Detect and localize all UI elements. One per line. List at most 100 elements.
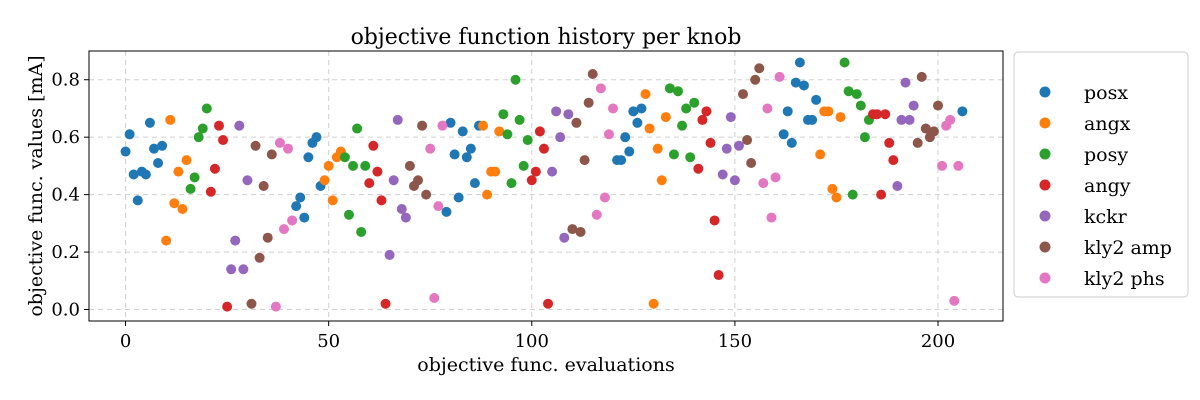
- data-point: [827, 183, 838, 194]
- data-point: [291, 201, 302, 212]
- data-point: [790, 77, 801, 88]
- data-point: [583, 97, 594, 108]
- data-point: [498, 109, 509, 120]
- data-point: [461, 152, 472, 163]
- data-point: [766, 212, 777, 223]
- legend-label: kly2 phs: [1084, 268, 1165, 290]
- data-point: [851, 89, 862, 100]
- data-point: [250, 140, 261, 151]
- data-point: [478, 120, 489, 131]
- y-tick-label: 0.4: [51, 185, 80, 206]
- data-point: [847, 189, 858, 200]
- data-point: [388, 175, 399, 186]
- data-point: [457, 126, 468, 137]
- y-tick-label: 0.2: [51, 242, 80, 263]
- data-point: [591, 209, 602, 220]
- data-point: [417, 120, 428, 131]
- data-point: [624, 146, 635, 157]
- data-point: [563, 109, 574, 120]
- data-point: [644, 123, 655, 134]
- series-kly2-phs: [270, 71, 964, 312]
- data-point: [132, 195, 143, 206]
- data-point: [266, 149, 277, 160]
- data-point: [319, 175, 330, 186]
- data-point: [778, 129, 789, 140]
- data-point: [482, 189, 493, 200]
- data-point: [165, 114, 176, 125]
- data-point: [884, 137, 895, 148]
- data-point: [668, 149, 679, 160]
- data-point: [287, 215, 298, 226]
- x-tick-label: 50: [317, 331, 340, 352]
- data-point: [733, 140, 744, 151]
- data-point: [835, 112, 846, 123]
- data-point: [238, 264, 249, 275]
- data-point: [433, 201, 444, 212]
- data-point: [530, 166, 541, 177]
- data-point: [603, 129, 614, 140]
- data-point: [534, 126, 545, 137]
- data-point: [656, 175, 667, 186]
- data-point: [209, 163, 220, 174]
- data-point: [283, 143, 294, 154]
- data-point: [404, 160, 415, 171]
- data-point: [859, 132, 870, 143]
- legend-box: [1013, 51, 1189, 298]
- data-point: [608, 103, 619, 114]
- data-point: [234, 120, 245, 131]
- legend-label: angy: [1084, 175, 1131, 197]
- data-point: [222, 301, 233, 312]
- x-tick-label: 100: [515, 331, 549, 352]
- legend-marker: [1039, 86, 1051, 98]
- data-point: [323, 160, 334, 171]
- data-point: [815, 149, 826, 160]
- data-point: [595, 83, 606, 94]
- data-point: [120, 146, 131, 157]
- data-point: [201, 103, 212, 114]
- data-point: [709, 215, 720, 226]
- data-point: [632, 117, 643, 128]
- x-tick-label: 0: [120, 331, 131, 352]
- data-point: [762, 103, 773, 114]
- data-point: [185, 183, 196, 194]
- axis-ticks: 0 50 100 150 200 0.0 0.2 0.4 0.6 0.8: [51, 70, 955, 352]
- data-point: [148, 143, 159, 154]
- data-point: [547, 166, 558, 177]
- data-point: [945, 114, 956, 125]
- data-point: [169, 198, 180, 209]
- data-point: [140, 169, 151, 180]
- data-point: [616, 155, 627, 166]
- data-point: [880, 109, 891, 120]
- data-point: [660, 112, 671, 123]
- data-point: [701, 106, 712, 117]
- data-point: [933, 100, 944, 111]
- data-point: [205, 186, 216, 197]
- y-tick-label: 0.0: [51, 300, 80, 321]
- data-point: [551, 106, 562, 117]
- data-point: [274, 137, 285, 148]
- data-point: [490, 166, 501, 177]
- data-point: [181, 155, 192, 166]
- series-kly2-amp: [246, 63, 944, 309]
- data-point: [758, 178, 769, 189]
- data-point: [518, 160, 529, 171]
- plot-frame: [88, 50, 1004, 322]
- data-point: [648, 298, 659, 309]
- series-angy: [205, 106, 899, 312]
- data-point: [571, 117, 582, 128]
- data-point: [928, 126, 939, 137]
- legend-label: kckr: [1084, 206, 1128, 228]
- data-point: [522, 135, 533, 146]
- data-point: [449, 149, 460, 160]
- data-point: [717, 169, 728, 180]
- legend-label: posx: [1084, 82, 1128, 104]
- x-tick-label: 150: [718, 331, 752, 352]
- data-point: [664, 83, 675, 94]
- legend: posx angx posy angy kckr kly2 amp kly2 phs: [1013, 51, 1189, 298]
- grid: [89, 51, 1003, 321]
- series-kckr: [226, 77, 919, 275]
- data-point: [559, 232, 570, 243]
- data-point: [543, 298, 554, 309]
- data-point: [673, 86, 684, 97]
- data-point: [538, 143, 549, 154]
